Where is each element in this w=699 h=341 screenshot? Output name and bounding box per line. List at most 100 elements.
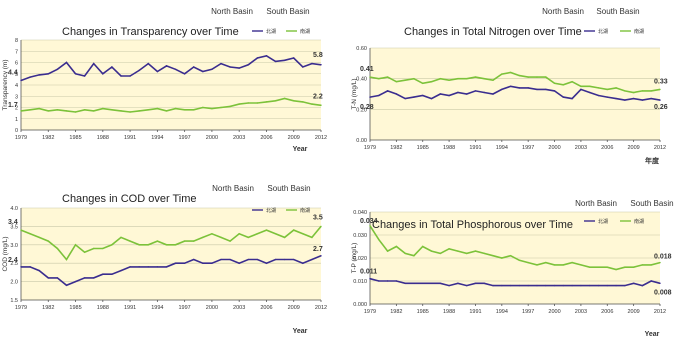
x-tick-label: 1997 xyxy=(179,305,191,311)
data-point-north xyxy=(29,266,31,268)
series-line-south xyxy=(369,71,661,94)
data-point-north xyxy=(580,88,582,91)
data-point-north xyxy=(283,59,286,61)
data-point-south xyxy=(311,103,313,105)
data-point-south xyxy=(247,102,249,104)
chart-panel-3: 1.5 2.0 2.5 3.0 3.5 4.0 1979 1982 1985 1988 1991 19… xyxy=(2,184,327,335)
series-label-south: South Basin xyxy=(266,7,309,16)
data-point-north xyxy=(615,284,617,287)
legend-label-south: 南湖 xyxy=(634,218,644,225)
x-tick-label: 2000 xyxy=(206,305,218,311)
data-point-south xyxy=(138,244,140,246)
data-point-north xyxy=(545,284,547,287)
data-point-south xyxy=(395,81,398,83)
data-point-south xyxy=(571,81,573,83)
x-tick-label: 1985 xyxy=(417,309,429,315)
data-label: 0.011 xyxy=(360,269,377,276)
data-point-north xyxy=(588,91,591,94)
data-point-south xyxy=(293,229,295,231)
y-tick-label: 2.5 xyxy=(10,261,18,267)
legend-label-south: 南湖 xyxy=(300,28,310,35)
data-point-north xyxy=(165,65,168,67)
data-point-south xyxy=(457,250,459,252)
data-point-north xyxy=(606,284,608,287)
data-point-south xyxy=(183,240,186,242)
data-point-south xyxy=(129,240,131,242)
y-tick-label: 1 xyxy=(15,117,18,123)
data-point-north xyxy=(465,284,468,287)
data-point-north xyxy=(562,96,565,98)
data-point-north xyxy=(311,62,313,65)
data-point-south xyxy=(562,264,565,266)
data-point-south xyxy=(174,244,177,246)
y-axis-label: Transparency (m) xyxy=(2,59,9,110)
data-point-north xyxy=(56,277,59,279)
data-label: 1.7 xyxy=(8,102,18,109)
data-point-north xyxy=(553,90,556,92)
data-point-north xyxy=(120,269,122,272)
series-label-south: South Basin xyxy=(630,199,673,208)
data-point-north xyxy=(448,94,450,97)
data-point-south xyxy=(536,76,538,78)
data-point-north xyxy=(165,266,168,268)
data-point-south xyxy=(624,90,626,92)
legend-label-north: 北湖 xyxy=(266,28,276,35)
y-tick-label: 0.000 xyxy=(353,302,367,308)
data-label: 5.8 xyxy=(313,52,323,59)
data-label: 2.2 xyxy=(313,93,323,100)
data-point-south xyxy=(606,266,608,268)
data-point-south xyxy=(509,255,512,257)
data-point-south xyxy=(220,236,222,239)
data-point-south xyxy=(229,240,231,242)
data-point-south xyxy=(588,266,591,268)
data-label: 0.28 xyxy=(360,104,374,111)
x-tick-label: 2012 xyxy=(654,309,666,315)
x-tick-label: 1979 xyxy=(15,305,27,311)
data-label: 0.034 xyxy=(360,218,378,225)
data-point-south xyxy=(430,250,433,252)
x-tick-label: 1991 xyxy=(469,145,481,151)
data-point-south xyxy=(274,100,277,102)
data-point-south xyxy=(518,259,521,261)
data-point-north xyxy=(47,277,49,279)
data-point-south xyxy=(120,110,122,112)
data-point-north xyxy=(378,94,380,97)
x-tick-label: 1994 xyxy=(496,309,508,315)
data-point-south xyxy=(465,77,468,80)
data-label: 0.008 xyxy=(654,289,672,296)
data-point-south xyxy=(606,88,608,91)
data-point-north xyxy=(404,97,406,100)
data-point-south xyxy=(265,101,268,103)
y-tick-label: 1.5 xyxy=(10,298,18,304)
data-point-north xyxy=(65,61,68,64)
series-line-north xyxy=(21,255,322,287)
series-line-south xyxy=(369,225,661,271)
data-point-south xyxy=(422,245,424,248)
data-point-south xyxy=(386,250,389,252)
plot-area xyxy=(21,208,321,300)
data-point-south xyxy=(193,240,195,242)
data-point-south xyxy=(220,106,222,109)
y-tick-label: 2 xyxy=(15,106,18,112)
data-point-north xyxy=(65,284,68,286)
data-point-north xyxy=(211,262,213,264)
data-point-north xyxy=(38,74,40,76)
data-point-north xyxy=(509,85,512,88)
data-point-north xyxy=(183,73,186,75)
data-point-north xyxy=(641,284,644,287)
data-point-north xyxy=(111,66,113,68)
x-axis-label: Year xyxy=(293,328,308,335)
data-point-north xyxy=(229,258,231,261)
data-point-north xyxy=(265,55,268,57)
y-tick-label: 0.030 xyxy=(353,233,367,239)
data-point-north xyxy=(571,284,573,287)
data-point-south xyxy=(138,110,140,112)
x-tick-label: 1988 xyxy=(97,305,109,311)
data-point-south xyxy=(302,101,304,103)
y-tick-label: 6 xyxy=(15,61,18,67)
data-point-north xyxy=(659,282,661,284)
plot-area xyxy=(370,48,660,140)
data-point-north xyxy=(588,284,591,287)
chart-title: Changes in Total Phosphorous over Time xyxy=(372,219,573,231)
data-point-north xyxy=(422,282,424,284)
